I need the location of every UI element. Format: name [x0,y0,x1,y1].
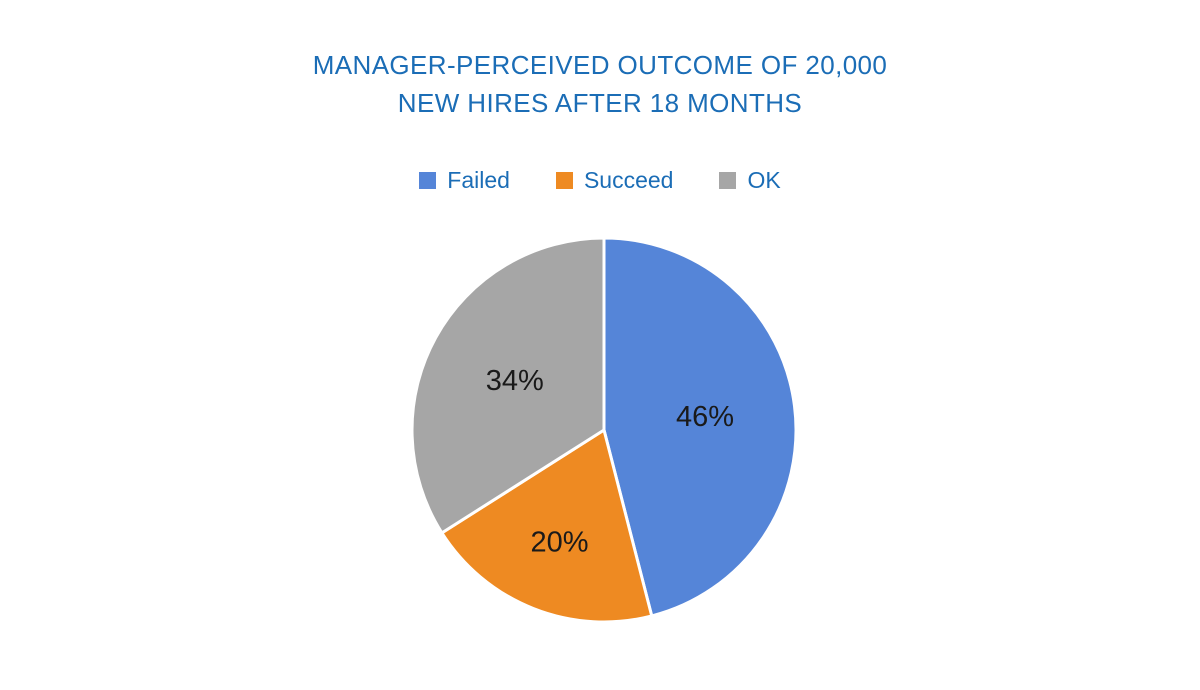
legend-swatch-succeed [555,171,573,189]
pie-slice-label-failed: 46% [676,401,734,433]
pie-slice-failed [602,236,798,618]
chart-title-line-1: MANAGER-PERCEIVED OUTCOME OF 20,000 [312,50,888,80]
pie-slice-label-succeed: 20% [530,527,588,559]
legend-item-ok: OK [719,166,781,193]
pie-slice-succeed [440,428,654,624]
pie-slice-ok [410,236,606,535]
chart-title: MANAGER-PERCEIVED OUTCOME OF 20,000 NEW … [0,46,1200,122]
pie-chart-svg: 46% 20% 34% [410,236,798,624]
legend-item-failed: Failed [419,166,510,193]
pie-chart: 46% 20% 34% [404,230,804,630]
legend-label-succeed: Succeed [583,166,674,193]
legend-item-succeed: Succeed [555,166,674,193]
chart-title-line-2: NEW HIRES AFTER 18 MONTHS [397,88,803,118]
legend-swatch-failed [419,171,437,189]
legend-label-failed: Failed [447,166,510,193]
chart-legend: Failed Succeed OK [0,163,1200,197]
legend-swatch-ok [719,171,737,189]
pie-slice-label-ok: 34% [486,365,544,397]
legend-label-ok: OK [747,166,781,193]
